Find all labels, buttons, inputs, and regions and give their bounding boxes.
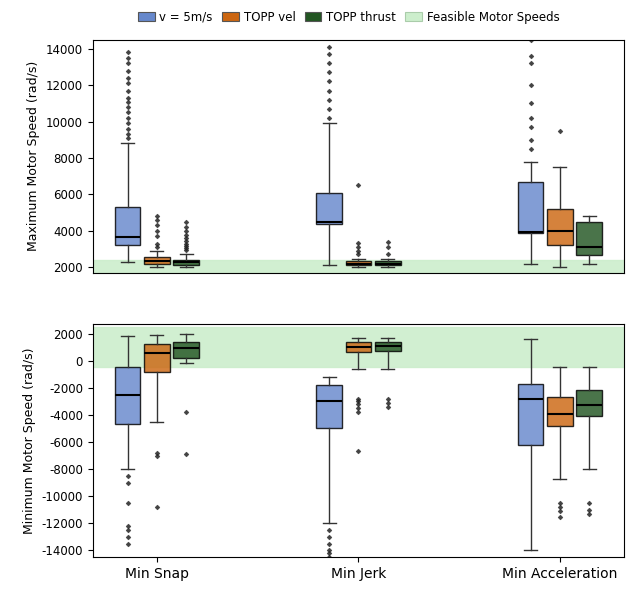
PathPatch shape	[547, 397, 573, 426]
Legend: v = 5m/s, TOPP vel, TOPP thrust, Feasible Motor Speeds: v = 5m/s, TOPP vel, TOPP thrust, Feasibl…	[134, 6, 564, 29]
PathPatch shape	[577, 390, 602, 416]
Y-axis label: Minimum Motor Speed (rad/s): Minimum Motor Speed (rad/s)	[23, 347, 36, 534]
Bar	[93, 327, 624, 367]
PathPatch shape	[316, 192, 342, 225]
PathPatch shape	[144, 345, 170, 371]
PathPatch shape	[316, 385, 342, 429]
Bar	[93, 260, 624, 273]
Y-axis label: Maximum Motor Speed (rad/s): Maximum Motor Speed (rad/s)	[28, 61, 40, 252]
PathPatch shape	[518, 181, 543, 233]
PathPatch shape	[144, 257, 170, 264]
PathPatch shape	[173, 259, 199, 264]
PathPatch shape	[375, 261, 401, 266]
PathPatch shape	[518, 384, 543, 445]
PathPatch shape	[115, 367, 140, 424]
PathPatch shape	[346, 261, 371, 266]
PathPatch shape	[547, 209, 573, 245]
PathPatch shape	[173, 342, 199, 358]
PathPatch shape	[577, 222, 602, 255]
PathPatch shape	[346, 342, 371, 352]
PathPatch shape	[375, 342, 401, 351]
PathPatch shape	[115, 207, 140, 245]
